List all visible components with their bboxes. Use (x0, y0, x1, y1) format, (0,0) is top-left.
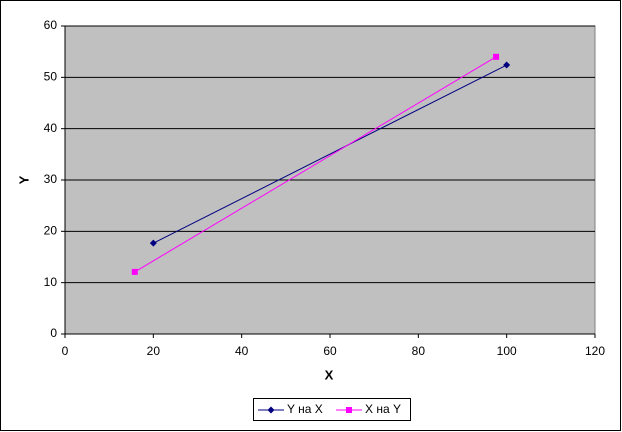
x-tick-label: 40 (235, 344, 249, 358)
y-tick-label: 10 (44, 275, 58, 289)
x-tick-label: 80 (412, 344, 426, 358)
y-tick-label: 40 (44, 121, 58, 135)
x-tick-label: 120 (585, 344, 605, 358)
y-tick-label: 0 (50, 326, 57, 340)
x-axis-title: X (325, 367, 334, 382)
legend-label: Y на X (287, 402, 323, 416)
y-tick-label: 60 (44, 18, 58, 32)
marker (493, 53, 500, 60)
marker (131, 268, 138, 275)
y-tick-label: 50 (44, 70, 58, 84)
series-line (134, 56, 497, 273)
legend-label: X на Y (365, 402, 401, 416)
x-tick-label: 0 (62, 344, 69, 358)
legend-marker (267, 406, 275, 414)
marker (503, 61, 511, 69)
y-tick-label: 30 (44, 172, 58, 186)
y-axis-title: Y (16, 175, 31, 184)
marker (149, 239, 157, 247)
x-tick-label: 20 (147, 344, 161, 358)
legend (253, 398, 411, 421)
x-tick-label: 100 (497, 344, 517, 358)
series-line (153, 64, 507, 244)
legend-marker (346, 407, 352, 413)
y-tick-label: 20 (44, 224, 58, 238)
x-tick-label: 60 (323, 344, 337, 358)
